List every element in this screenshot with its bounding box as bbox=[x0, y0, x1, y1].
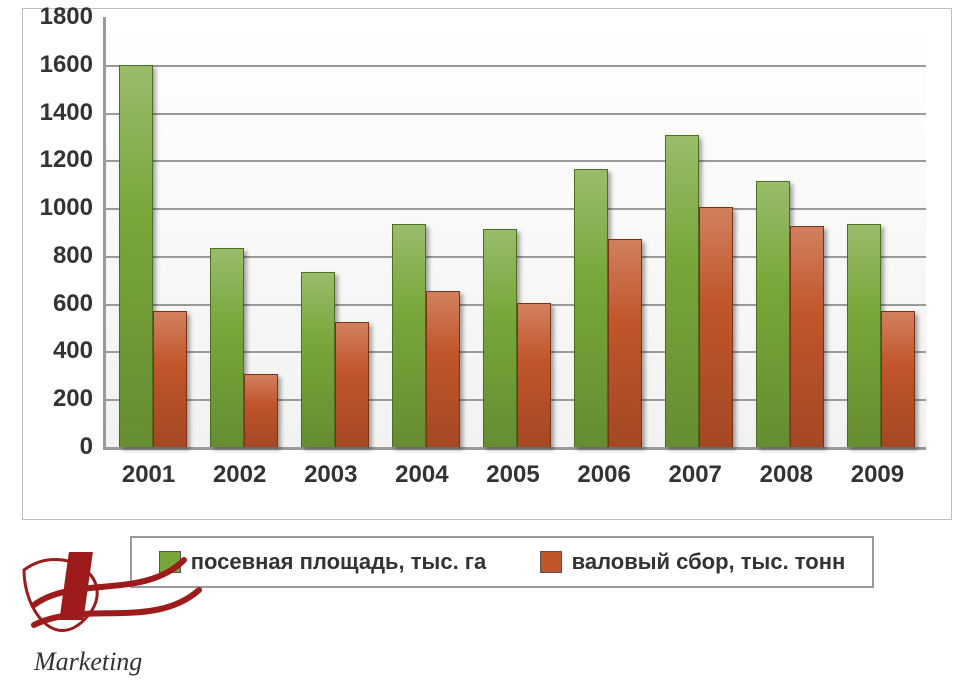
bar-area bbox=[665, 135, 699, 447]
bar-area bbox=[119, 65, 153, 447]
bar-area bbox=[756, 181, 790, 447]
legend-swatch-area bbox=[159, 551, 181, 573]
bar-harvest bbox=[153, 311, 187, 447]
legend: посевная площадь, тыс. га валовый сбор, … bbox=[130, 536, 874, 588]
bar-area bbox=[574, 169, 608, 447]
x-tick-label: 2003 bbox=[286, 461, 376, 489]
x-tick-label: 2006 bbox=[559, 461, 649, 489]
y-tick-label: 800 bbox=[23, 242, 93, 270]
legend-label-harvest: валовый сбор, тыс. тонн bbox=[572, 549, 846, 575]
bar-harvest bbox=[517, 303, 551, 447]
x-tick-label: 2001 bbox=[104, 461, 194, 489]
x-tick-label: 2007 bbox=[650, 461, 740, 489]
bar-area bbox=[847, 224, 881, 447]
bar-harvest bbox=[790, 226, 824, 447]
y-tick-label: 1200 bbox=[23, 146, 93, 174]
grid-line bbox=[106, 208, 926, 210]
legend-item-harvest: валовый сбор, тыс. тонн bbox=[540, 549, 846, 575]
bar-harvest bbox=[335, 322, 369, 447]
y-tick-label: 200 bbox=[23, 385, 93, 413]
bar-area bbox=[210, 248, 244, 447]
bar-area bbox=[392, 224, 426, 447]
x-tick-label: 2002 bbox=[195, 461, 285, 489]
x-tick-label: 2008 bbox=[741, 461, 831, 489]
x-tick-label: 2005 bbox=[468, 461, 558, 489]
bar-harvest bbox=[881, 311, 915, 447]
y-tick-label: 400 bbox=[23, 337, 93, 365]
chart-area: 020040060080010001200140016001800 200120… bbox=[22, 8, 952, 520]
legend-label-area: посевная площадь, тыс. га bbox=[191, 549, 487, 575]
grid-line bbox=[106, 160, 926, 162]
y-tick-label: 1800 bbox=[23, 3, 93, 31]
plot-area bbox=[103, 17, 926, 450]
bar-harvest bbox=[244, 374, 278, 447]
bar-harvest bbox=[699, 207, 733, 447]
y-tick-label: 0 bbox=[23, 433, 93, 461]
bar-area bbox=[301, 272, 335, 447]
bar-harvest bbox=[608, 239, 642, 447]
legend-swatch-harvest bbox=[540, 551, 562, 573]
bar-area bbox=[483, 229, 517, 447]
y-tick-label: 600 bbox=[23, 290, 93, 318]
y-tick-label: 1400 bbox=[23, 99, 93, 127]
y-tick-label: 1000 bbox=[23, 194, 93, 222]
legend-item-area: посевная площадь, тыс. га bbox=[159, 549, 487, 575]
grid-line bbox=[106, 65, 926, 67]
chart-stage: 020040060080010001200140016001800 200120… bbox=[0, 0, 968, 690]
x-tick-label: 2009 bbox=[832, 461, 922, 489]
grid-line bbox=[106, 113, 926, 115]
y-tick-label: 1600 bbox=[23, 51, 93, 79]
logo-text: Marketing bbox=[33, 647, 142, 676]
bar-harvest bbox=[426, 291, 460, 447]
x-tick-label: 2004 bbox=[377, 461, 467, 489]
